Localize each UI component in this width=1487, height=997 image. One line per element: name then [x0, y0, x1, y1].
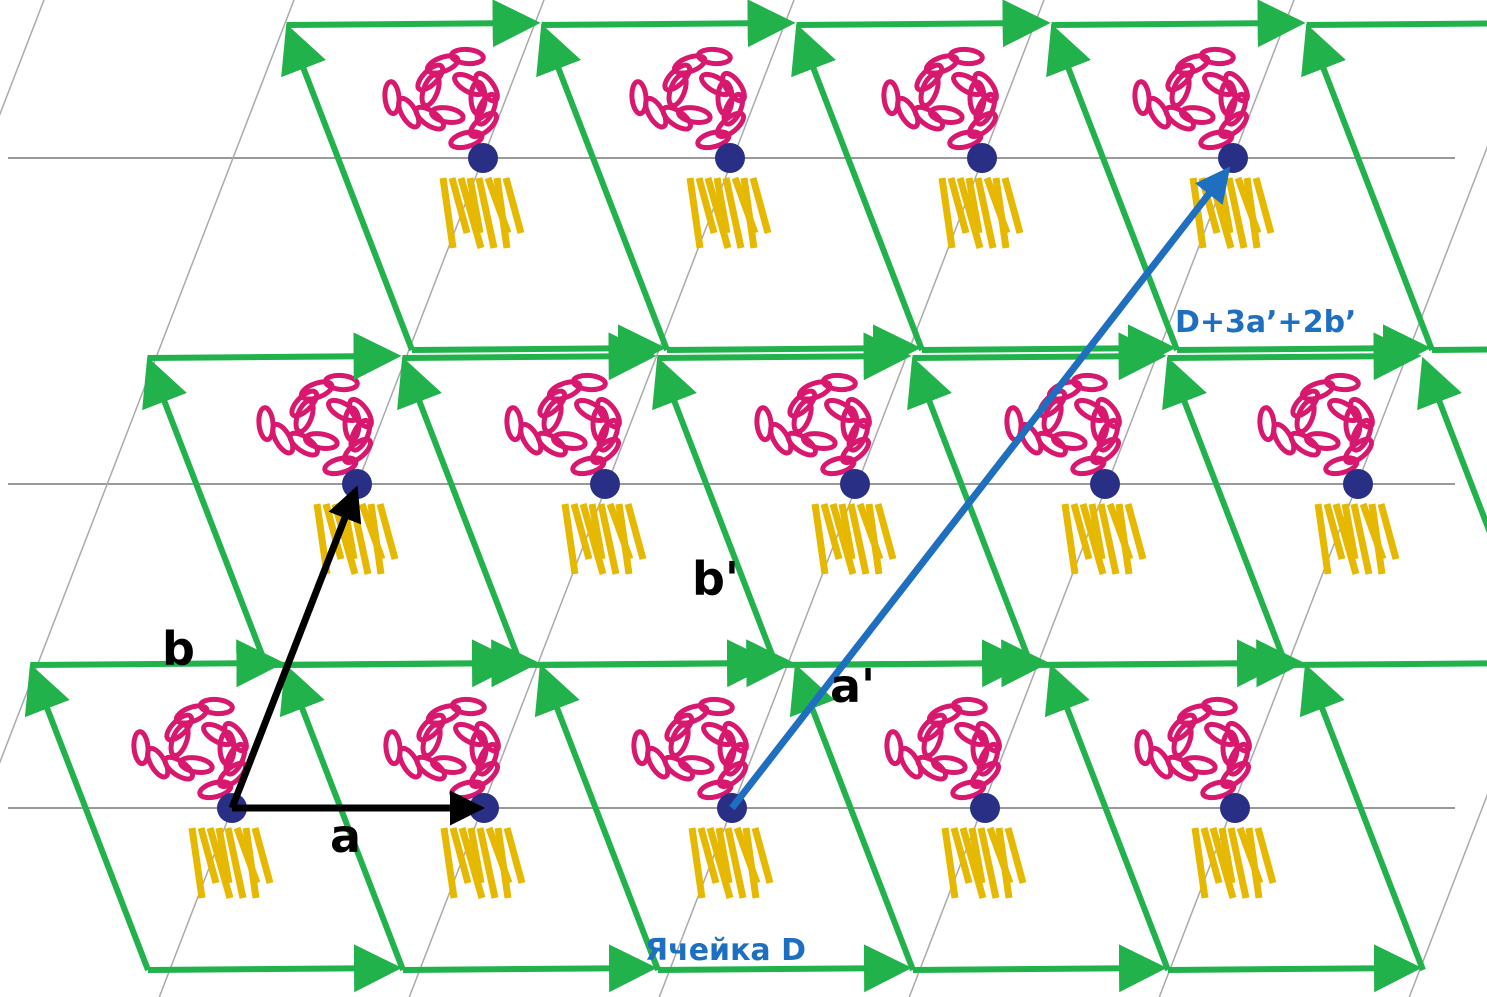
cell-edge: [1052, 23, 1294, 25]
cell-edge: [658, 968, 900, 970]
helix: [258, 407, 275, 440]
cell-edge: [776, 663, 1018, 665]
cell-edge: [148, 356, 390, 358]
lattice-point: [468, 143, 498, 173]
cell-edge: [542, 23, 784, 25]
helix: [1094, 396, 1124, 430]
cell-edge: [917, 368, 1031, 665]
cell-edge: [403, 968, 645, 970]
helix: [385, 731, 402, 764]
cell-edge: [30, 663, 272, 665]
cell-edge: [1168, 356, 1410, 358]
label-a: a: [330, 809, 361, 863]
helix: [473, 720, 503, 754]
cell-edge: [1311, 35, 1432, 350]
helix: [1222, 70, 1252, 104]
helix: [631, 81, 648, 114]
cell-edge: [152, 368, 266, 665]
label-cell: Ячейка D: [645, 933, 806, 968]
cell-edge: [922, 348, 1164, 350]
lattice-diagram: a b b' a' Ячейка D D+3a’+2b’: [0, 0, 1487, 997]
lattice-point: [1343, 469, 1373, 499]
cell-edge: [266, 663, 508, 665]
helix: [886, 731, 903, 764]
cell-edge: [1031, 663, 1273, 665]
cell-edge: [1054, 675, 1168, 970]
lattice-point: [1218, 143, 1248, 173]
cell-edge: [1056, 35, 1177, 350]
cell-edge: [544, 675, 658, 970]
cell-edge: [407, 368, 521, 665]
cell-edge: [1168, 968, 1410, 970]
cell-edge: [667, 348, 909, 350]
helix: [719, 70, 749, 104]
cell-edge: [412, 348, 654, 350]
helix: [971, 70, 1001, 104]
lattice-point: [1220, 793, 1250, 823]
helix: [1224, 720, 1254, 754]
helix: [721, 720, 751, 754]
helix: [1134, 81, 1151, 114]
cell-edge: [1177, 348, 1419, 350]
helix: [1347, 396, 1377, 430]
helix: [346, 396, 376, 430]
cell-edge: [1427, 368, 1487, 665]
label-b-prime: b': [692, 552, 739, 606]
cell-edge: [801, 35, 922, 350]
vector-b: [232, 492, 355, 808]
cell-edge: [913, 356, 1155, 358]
lattice-point: [1090, 469, 1120, 499]
helix: [133, 731, 150, 764]
cell-edge: [403, 356, 645, 358]
helix: [506, 407, 523, 440]
lattice-point: [590, 469, 620, 499]
cell-edge: [1307, 23, 1487, 25]
lattice-point: [840, 469, 870, 499]
cell-edge: [1432, 348, 1487, 350]
cell-edge: [1286, 663, 1487, 665]
helix: [1259, 407, 1276, 440]
guide-line: [0, 0, 152, 997]
cell-edge: [521, 663, 763, 665]
label-b: b: [162, 622, 195, 676]
helix: [883, 81, 900, 114]
cell-edge: [34, 675, 148, 970]
cell-edge: [913, 968, 1155, 970]
helix: [472, 70, 502, 104]
cell-edge: [658, 356, 900, 358]
cell-edge: [799, 675, 913, 970]
cell-edge: [797, 23, 1039, 25]
helix: [844, 396, 874, 430]
helix: [974, 720, 1004, 754]
label-a-prime: a': [830, 659, 875, 713]
cell-edge: [1309, 675, 1423, 970]
label-vector: D+3a’+2b’: [1175, 305, 1356, 340]
lattice-point: [970, 793, 1000, 823]
helix: [384, 81, 401, 114]
helix: [756, 407, 773, 440]
helix: [633, 731, 650, 764]
lattice-point: [715, 143, 745, 173]
helix: [1136, 731, 1153, 764]
cell-edge: [546, 35, 667, 350]
cell-edge: [287, 23, 529, 25]
lattice-point: [967, 143, 997, 173]
helix: [221, 720, 251, 754]
helix: [594, 396, 624, 430]
cell-edge: [148, 968, 390, 970]
